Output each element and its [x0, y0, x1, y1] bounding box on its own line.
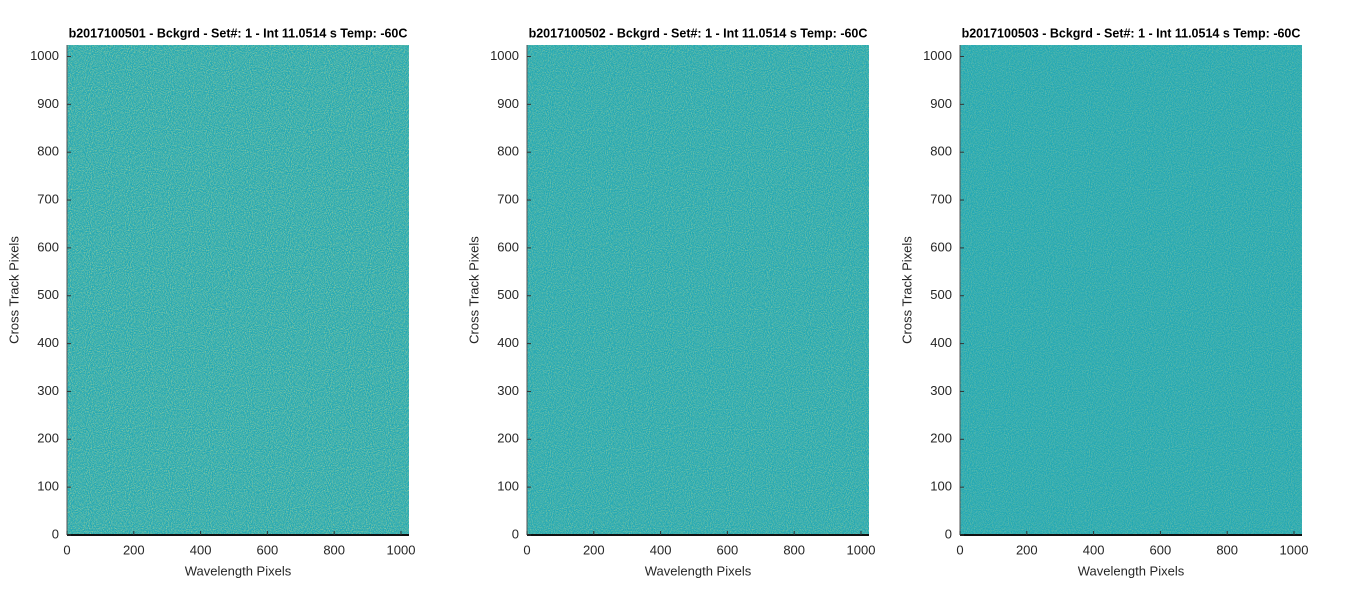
- y-tick-label: 0: [512, 526, 519, 541]
- y-tick-label: 1000: [490, 48, 519, 63]
- x-tick-label: 0: [956, 542, 963, 557]
- y-tick-label: 700: [37, 191, 59, 206]
- x-tick-label: 200: [123, 542, 145, 557]
- y-tick-label: 0: [52, 526, 59, 541]
- axes: 0 100 200 300 400 500 600 700 800 900 1000 0 200 400 6…: [466, 26, 875, 578]
- x-tick-label: 200: [583, 542, 605, 557]
- x-tick-label: 200: [1016, 542, 1038, 557]
- x-tick-label: 800: [323, 542, 345, 557]
- y-tick-label: 1000: [923, 48, 952, 63]
- y-tick-label: 100: [497, 479, 519, 494]
- y-tick-label: 400: [497, 335, 519, 350]
- x-axis-label: Wavelength Pixels: [185, 563, 292, 578]
- chart-title: b2017100502 - Bckgrd - Set#: 1 - Int 11.…: [529, 26, 868, 40]
- y-tick-label: 900: [930, 96, 952, 111]
- x-tick-label: 400: [1083, 542, 1105, 557]
- y-tick-label: 600: [497, 239, 519, 254]
- x-axis-label: Wavelength Pixels: [645, 563, 752, 578]
- x-tick-label: 800: [783, 542, 805, 557]
- x-tick-label: 600: [257, 542, 279, 557]
- y-tick-label: 900: [37, 96, 59, 111]
- y-tick-label: 200: [37, 431, 59, 446]
- heatmap-noise: [67, 45, 409, 535]
- chart-title: b2017100503 - Bckgrd - Set#: 1 - Int 11.…: [962, 26, 1301, 40]
- y-tick-label: 700: [930, 191, 952, 206]
- y-tick-label: 300: [930, 383, 952, 398]
- y-tick-label: 400: [37, 335, 59, 350]
- x-axis-label: Wavelength Pixels: [1078, 563, 1185, 578]
- heatmap-noise: [527, 45, 869, 535]
- y-tick-label: 0: [945, 526, 952, 541]
- y-axis-label: Cross Track Pixels: [6, 236, 21, 344]
- y-tick-label: 200: [497, 431, 519, 446]
- axes: 0 100 200 300 400 500 600 700 800 900 1000 0 200 400 6…: [6, 26, 415, 578]
- y-tick-label: 600: [930, 239, 952, 254]
- y-tick-label: 600: [37, 239, 59, 254]
- y-axis-label: Cross Track Pixels: [466, 236, 481, 344]
- y-tick-label: 500: [37, 287, 59, 302]
- y-tick-label: 800: [930, 144, 952, 159]
- y-tick-label: 300: [497, 383, 519, 398]
- x-tick-label: 600: [717, 542, 739, 557]
- chart-title: b2017100501 - Bckgrd - Set#: 1 - Int 11.…: [69, 26, 408, 40]
- x-tick-label: 0: [523, 542, 530, 557]
- axes: 0 100 200 300 400 500 600 700 800 900 1000 0 200 400 6…: [899, 26, 1308, 578]
- x-tick-label: 1000: [1280, 542, 1309, 557]
- x-tick-label: 800: [1216, 542, 1238, 557]
- y-tick-label: 200: [930, 431, 952, 446]
- x-tick-label: 1000: [847, 542, 876, 557]
- y-tick-label: 100: [37, 479, 59, 494]
- y-tick-label: 900: [497, 96, 519, 111]
- x-tick-label: 0: [63, 542, 70, 557]
- x-tick-label: 400: [650, 542, 672, 557]
- x-tick-label: 400: [190, 542, 212, 557]
- y-tick-label: 300: [37, 383, 59, 398]
- y-tick-label: 700: [497, 191, 519, 206]
- y-tick-label: 800: [37, 144, 59, 159]
- y-tick-label: 500: [930, 287, 952, 302]
- heatmap-noise: [960, 45, 1302, 535]
- y-tick-label: 1000: [30, 48, 59, 63]
- y-tick-label: 500: [497, 287, 519, 302]
- y-tick-label: 800: [497, 144, 519, 159]
- x-tick-label: 600: [1150, 542, 1172, 557]
- y-tick-label: 100: [930, 479, 952, 494]
- y-tick-label: 400: [930, 335, 952, 350]
- y-axis-label: Cross Track Pixels: [899, 236, 914, 344]
- x-tick-label: 1000: [387, 542, 416, 557]
